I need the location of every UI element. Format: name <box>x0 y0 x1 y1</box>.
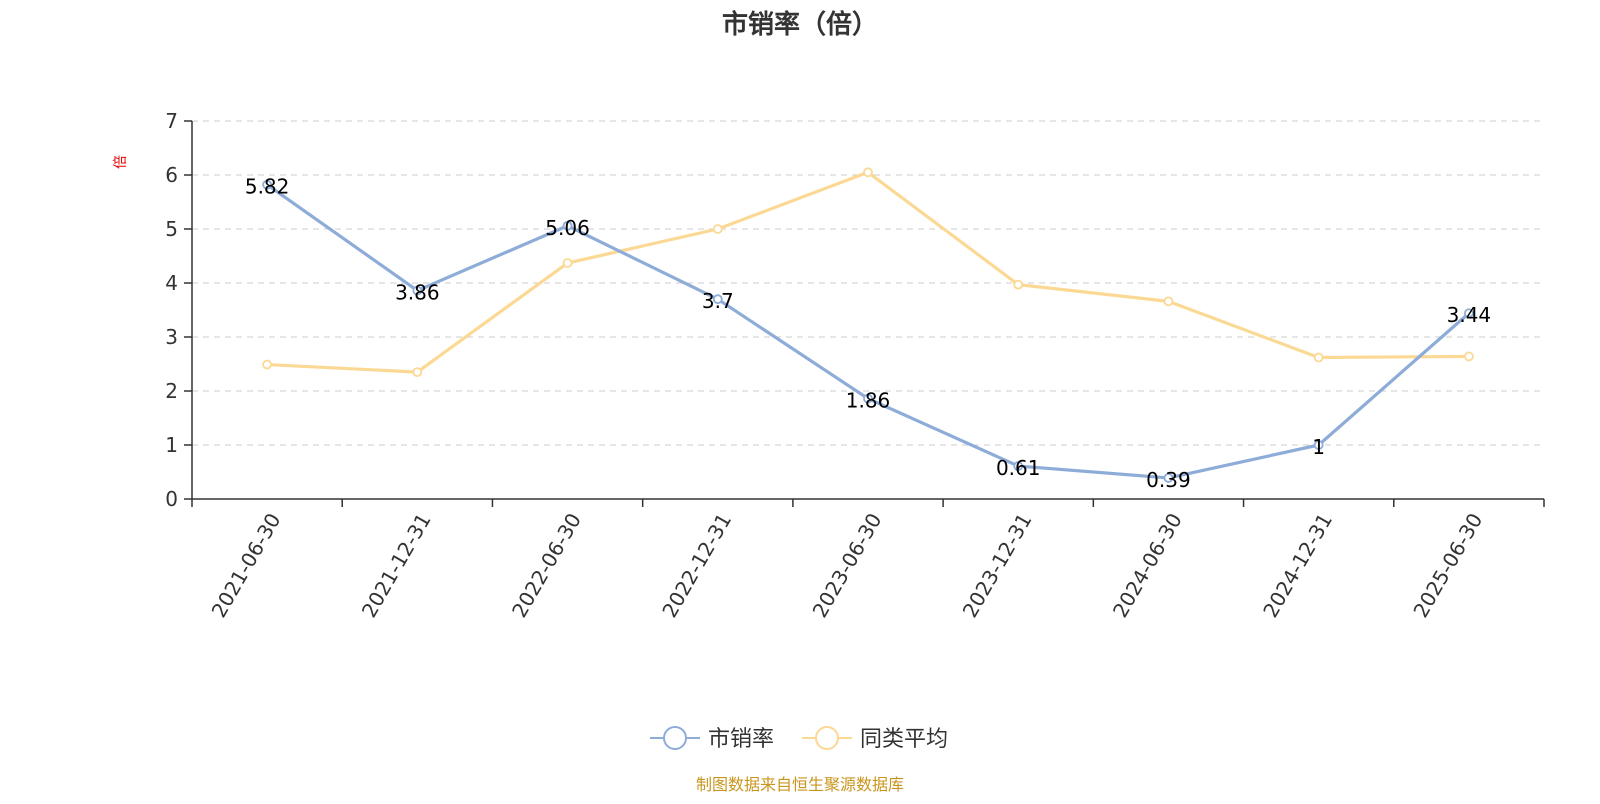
data-point[interactable] <box>1163 473 1174 483</box>
series-peer-average <box>262 167 1474 378</box>
x-tick-label: 2024-06-30 <box>1108 509 1187 622</box>
chart-title: 市销率（倍） <box>722 9 878 40</box>
series-ps-ratio <box>262 179 1474 483</box>
data-point[interactable] <box>1013 461 1024 471</box>
data-point[interactable] <box>1463 351 1474 362</box>
legend-item-peer-average[interactable]: 同类平均 <box>802 726 948 752</box>
x-tick-label: 2022-06-30 <box>507 509 586 622</box>
data-point[interactable] <box>1313 352 1324 363</box>
data-point[interactable] <box>262 359 273 370</box>
data-labels: 5.82 3.86 5.06 3.7 1.86 0.61 0.39 1 3.44 <box>245 175 1491 492</box>
data-point[interactable] <box>1463 308 1474 319</box>
y-tick-label: 6 <box>165 163 178 187</box>
x-tick-label: 2025-06-30 <box>1408 509 1487 622</box>
data-point[interactable] <box>1163 296 1174 307</box>
legend-circle-icon <box>663 726 687 750</box>
data-label: 3.44 <box>1447 303 1492 327</box>
data-label: 1 <box>1312 435 1325 459</box>
y-tick-label: 3 <box>165 325 178 349</box>
series-lines <box>262 167 1474 483</box>
data-point[interactable] <box>412 285 423 296</box>
data-point[interactable] <box>863 167 873 178</box>
data-point[interactable] <box>863 393 873 404</box>
data-label: 3.7 <box>702 289 734 313</box>
data-point[interactable] <box>1013 279 1024 290</box>
data-label: 1.86 <box>846 389 891 413</box>
x-tick-label: 2021-12-31 <box>357 509 436 622</box>
data-point[interactable] <box>562 258 573 268</box>
legend-item-ps-ratio[interactable]: 市销率 <box>650 726 774 752</box>
legend[interactable]: 市销率 同类平均 <box>650 726 948 752</box>
y-tick-label: 0 <box>165 487 178 511</box>
y-tick-label: 7 <box>165 109 178 133</box>
y-tick-label: 2 <box>165 379 178 403</box>
x-tick-label: 2023-06-30 <box>807 509 886 622</box>
y-tick-label: 1 <box>165 433 178 457</box>
source-note: 制图数据来自恒生聚源数据库 <box>696 775 904 794</box>
x-tick-label: 2022-12-31 <box>657 509 736 622</box>
data-point[interactable] <box>562 220 573 231</box>
data-point[interactable] <box>712 294 723 305</box>
data-label: 0.61 <box>996 456 1041 480</box>
x-tick-label: 2023-12-31 <box>958 509 1037 622</box>
legend-label: 市销率 <box>708 727 774 752</box>
legend-label: 同类平均 <box>860 727 948 752</box>
data-label: 3.86 <box>395 281 440 305</box>
legend-circle-icon <box>815 726 839 750</box>
data-point[interactable] <box>412 367 423 378</box>
x-tick-label: 2021-06-30 <box>207 509 286 622</box>
y-axis-unit-label: 倍 <box>113 155 129 169</box>
x-tick-label: 2024-12-31 <box>1258 509 1337 622</box>
data-label: 5.82 <box>245 175 290 199</box>
y-tick-label: 4 <box>165 271 178 295</box>
series-line <box>267 170 1469 374</box>
data-point[interactable] <box>1313 440 1324 450</box>
y-tick-label: 5 <box>165 217 178 241</box>
data-point[interactable] <box>712 224 723 234</box>
data-label: 5.06 <box>545 216 590 240</box>
data-label: 0.39 <box>1146 468 1191 492</box>
data-point[interactable] <box>262 179 273 190</box>
